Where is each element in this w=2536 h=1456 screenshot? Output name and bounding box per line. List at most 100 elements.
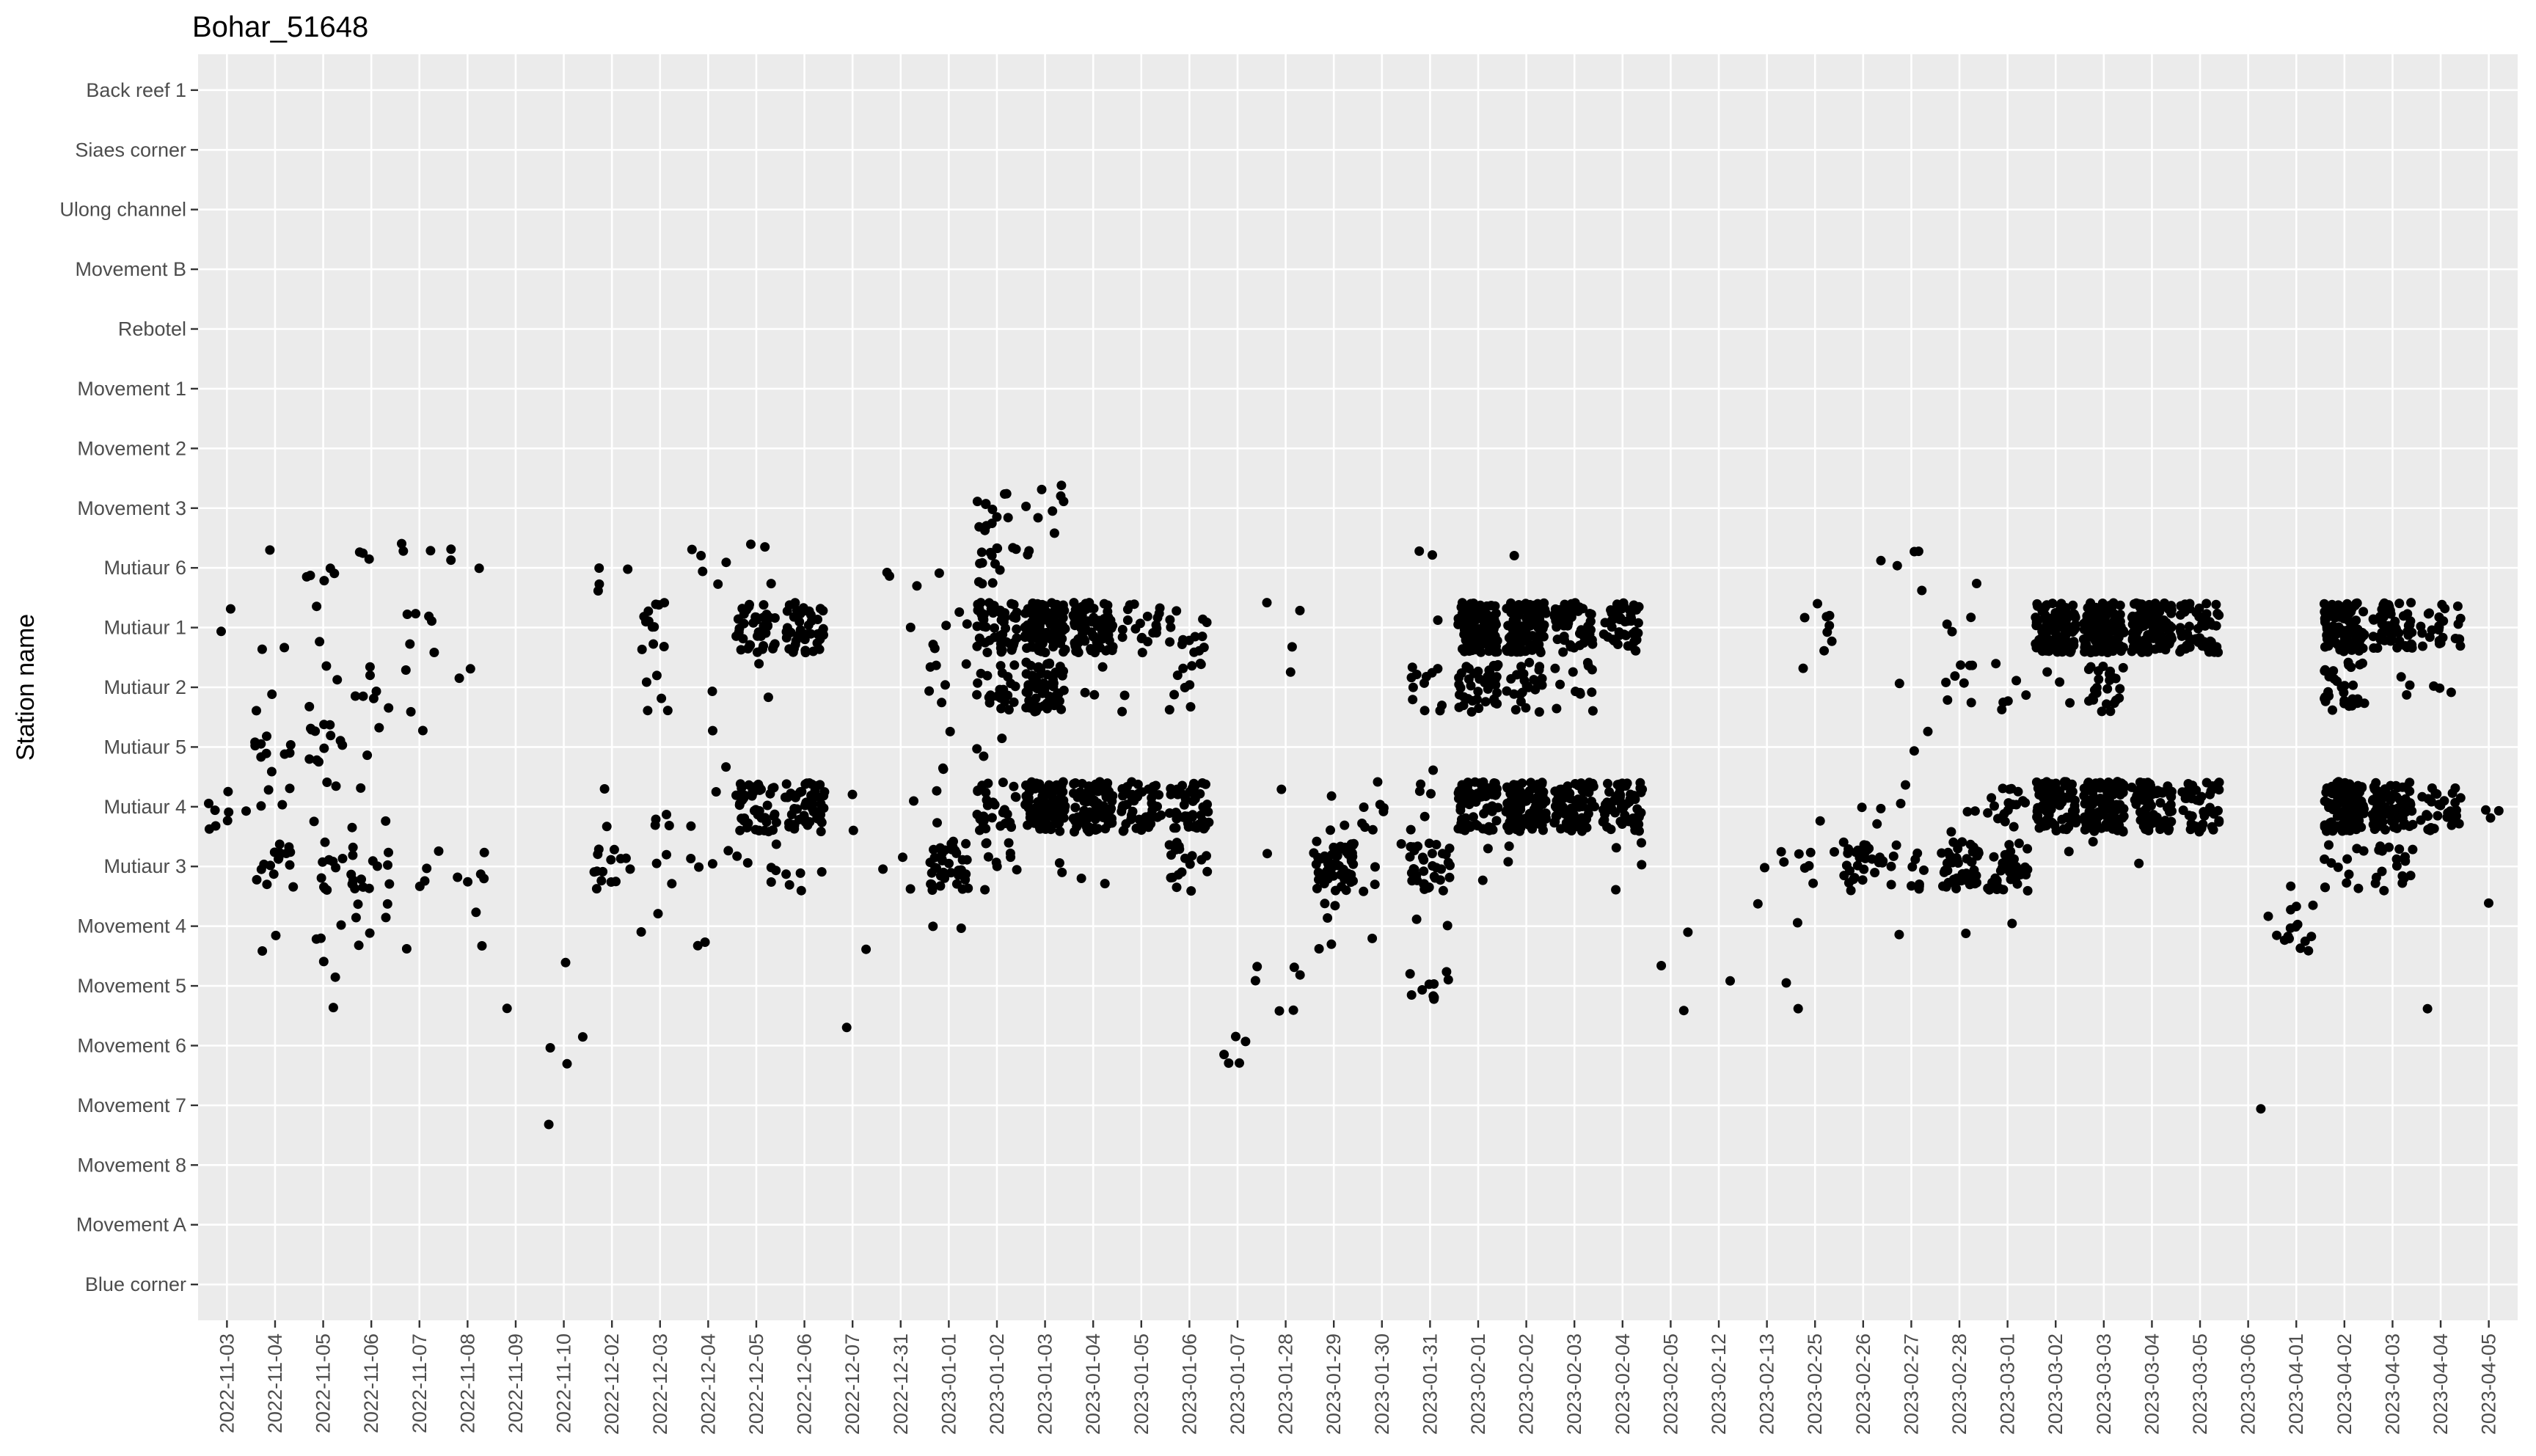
data-point	[2399, 820, 2409, 830]
data-point	[1914, 879, 1924, 889]
data-point	[1086, 603, 1096, 613]
data-point	[2086, 662, 2096, 672]
data-point	[1359, 802, 1369, 812]
data-point	[1508, 624, 1519, 634]
data-point	[1453, 619, 1464, 629]
data-point	[1141, 812, 1151, 822]
data-point	[760, 813, 770, 823]
data-point	[365, 662, 375, 672]
data-point	[1036, 638, 1046, 648]
data-point	[1119, 690, 1130, 700]
data-point	[771, 817, 781, 827]
data-point	[2088, 612, 2098, 622]
data-point	[1143, 637, 1152, 647]
data-point	[708, 725, 717, 736]
data-point	[643, 706, 653, 716]
data-point	[2059, 605, 2069, 615]
data-point	[1550, 604, 1560, 614]
data-point	[284, 842, 294, 852]
data-point	[759, 600, 769, 610]
data-point	[659, 642, 669, 651]
data-point	[2339, 681, 2350, 691]
data-point	[275, 848, 285, 858]
x-tick-label: 2023-04-02	[2334, 1334, 2356, 1435]
x-tick-label: 2023-04-03	[2381, 1334, 2403, 1435]
data-point	[1075, 611, 1086, 621]
data-point	[930, 863, 940, 873]
data-point	[2342, 820, 2352, 830]
data-point	[406, 706, 416, 717]
data-point	[2083, 795, 2094, 805]
y-tick-label: Movement 8	[77, 1154, 186, 1176]
data-point	[956, 865, 966, 875]
data-point	[250, 741, 260, 751]
data-point	[1492, 647, 1502, 657]
data-point	[771, 839, 781, 849]
data-point	[781, 869, 792, 879]
data-point	[990, 800, 1000, 810]
data-point	[1587, 687, 1597, 698]
data-point	[2429, 824, 2439, 834]
data-point	[1433, 615, 1443, 625]
data-point	[2417, 791, 2427, 802]
data-point	[1312, 883, 1322, 893]
data-point	[1320, 899, 1330, 909]
data-point	[1604, 805, 1614, 815]
data-point	[1348, 859, 1359, 869]
data-point	[1326, 868, 1337, 879]
data-point	[1198, 802, 1208, 812]
data-point	[973, 605, 983, 615]
data-point	[1815, 816, 1825, 826]
data-point	[1480, 697, 1491, 707]
data-point	[805, 629, 816, 639]
data-point	[2272, 930, 2282, 940]
data-point	[405, 639, 415, 649]
data-point	[2416, 815, 2426, 825]
data-point	[2042, 777, 2052, 787]
data-point	[1511, 633, 1521, 643]
data-point	[562, 1058, 572, 1069]
data-point	[1416, 779, 1426, 789]
data-point	[2003, 798, 2014, 808]
data-point	[1725, 976, 1735, 986]
data-point	[1154, 790, 1164, 800]
data-point	[1558, 647, 1568, 657]
data-point	[984, 635, 995, 645]
data-point	[1089, 689, 1100, 700]
data-point	[354, 940, 364, 951]
data-point	[1309, 848, 1319, 858]
data-point	[1683, 927, 1693, 937]
data-point	[309, 816, 319, 827]
data-point	[2400, 852, 2410, 862]
data-point	[1620, 810, 1630, 820]
data-point	[1843, 848, 1853, 858]
data-point	[734, 623, 745, 634]
data-point	[2485, 813, 2496, 823]
data-point	[1029, 812, 1039, 822]
data-point	[1055, 662, 1065, 672]
data-point	[2110, 786, 2120, 797]
data-point	[2011, 676, 2022, 686]
data-point	[1252, 962, 1262, 972]
data-point	[1071, 646, 1081, 656]
data-point	[2088, 837, 2098, 846]
data-point	[2396, 672, 2406, 682]
data-point	[1042, 703, 1052, 714]
data-point	[1289, 962, 1299, 973]
data-point	[1563, 605, 1574, 615]
data-point	[1039, 601, 1050, 611]
data-point	[545, 1043, 555, 1053]
data-point	[1117, 624, 1128, 634]
data-point	[2433, 625, 2444, 635]
data-point	[1813, 599, 1822, 609]
data-point	[2133, 643, 2142, 653]
x-tick-label: 2022-11-08	[456, 1334, 478, 1433]
data-point	[1575, 689, 1585, 699]
data-point	[2105, 676, 2115, 685]
data-point	[328, 1003, 338, 1013]
data-point	[2167, 634, 2177, 644]
data-point	[1991, 659, 2001, 669]
data-point	[2107, 811, 2117, 822]
data-point	[1166, 622, 1176, 632]
data-point	[1178, 812, 1188, 822]
